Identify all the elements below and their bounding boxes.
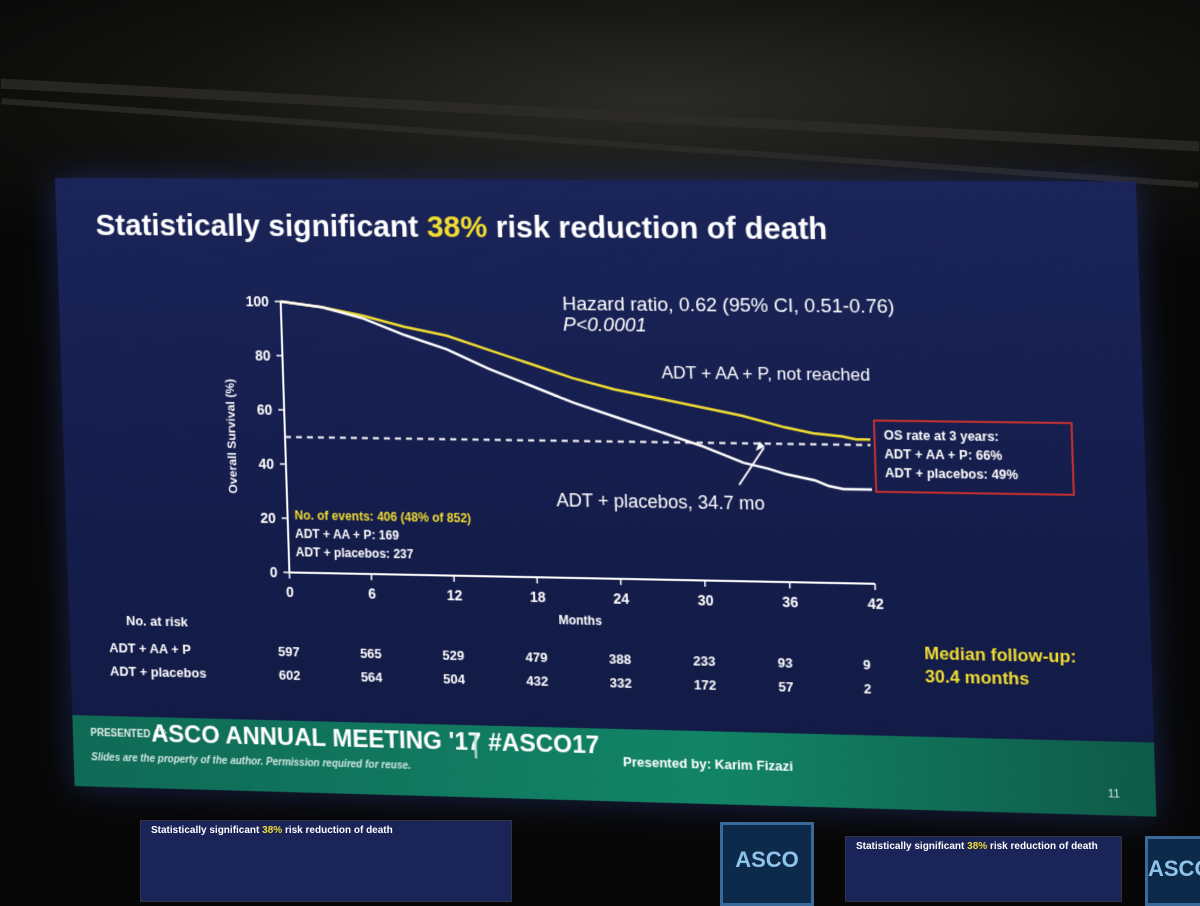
x-tick-label: 24 xyxy=(613,590,630,607)
y-tick-label: 60 xyxy=(257,401,273,418)
risk-cell: 388 xyxy=(609,651,632,667)
x-tick-label: 18 xyxy=(530,588,547,605)
risk-cell: 233 xyxy=(693,653,716,669)
y-tick-label: 40 xyxy=(258,455,274,472)
risk-cell: 564 xyxy=(360,669,382,685)
copyright-note: Slides are the property of the author. P… xyxy=(91,752,411,772)
risk-cell: 57 xyxy=(778,679,793,695)
os-rate-heading: OS rate at 3 years: xyxy=(883,426,1062,447)
y-axis-label: Overall Survival (%) xyxy=(223,379,241,494)
asco-logo-screen: ASCO xyxy=(720,822,814,906)
risk-cell: 504 xyxy=(443,671,465,687)
x-tick-label: 0 xyxy=(286,584,295,601)
risk-cell: 93 xyxy=(778,655,793,671)
x-tick-label: 42 xyxy=(867,595,884,612)
x-tick-label: 36 xyxy=(782,593,799,610)
y-tick-label: 100 xyxy=(245,293,269,310)
x-axis-label: Months xyxy=(558,613,602,628)
presentation-slide: Statistically significant 38% risk reduc… xyxy=(55,178,1156,817)
risk-cell: 332 xyxy=(609,675,632,691)
meeting-name: ASCO ANNUAL MEETING '17 xyxy=(151,720,482,757)
asco-logo-screen-right: ASCO xyxy=(1145,836,1200,906)
x-tick-label: 30 xyxy=(697,592,714,609)
footer-divider: | xyxy=(472,728,480,760)
slide-number: 11 xyxy=(1108,788,1121,801)
x-tick-label: 6 xyxy=(368,585,377,602)
median-reference-line xyxy=(285,437,871,445)
placebo-curve-label: ADT + placebos, 34.7 mo xyxy=(556,490,765,515)
median-followup-value: 30.4 months xyxy=(925,665,1030,691)
x-tick-label: 12 xyxy=(446,587,462,604)
os-rate-box: OS rate at 3 years: ADT + AA + P: 66% AD… xyxy=(873,419,1075,495)
events-total: No. of events: 406 (48% of 852) xyxy=(294,508,471,525)
os-rate-treatment: ADT + AA + P: 66% xyxy=(884,445,1063,466)
risk-cell: 172 xyxy=(694,677,717,693)
x-axis-line xyxy=(289,572,875,583)
risk-cell: 479 xyxy=(525,649,548,665)
risk-cell: 565 xyxy=(360,646,382,662)
y-tick-label: 0 xyxy=(269,564,278,581)
risk-row-label-placebo: ADT + placebos xyxy=(110,663,207,681)
p-value: P<0.0001 xyxy=(563,314,647,338)
y-tick-label: 80 xyxy=(255,347,271,364)
risk-cell: 9 xyxy=(863,657,871,673)
repeater-screen-left: Statistically significant 38% risk reduc… xyxy=(140,820,512,902)
risk-row-label-treatment: ADT + AA + P xyxy=(109,640,191,657)
risk-cell: 602 xyxy=(279,667,301,683)
risk-cell: 597 xyxy=(278,644,300,660)
events-treatment: ADT + AA + P: 169 xyxy=(295,527,399,543)
risk-table-heading: No. at risk xyxy=(126,613,188,630)
repeater-screen-right: Statistically significant 38% risk reduc… xyxy=(845,836,1122,902)
risk-cell: 529 xyxy=(442,647,464,663)
risk-cell: 432 xyxy=(526,673,549,689)
median-followup-label: Median follow-up: xyxy=(924,642,1077,669)
os-rate-placebo: ADT + placebos: 49% xyxy=(885,464,1064,486)
meeting-hashtag: #ASCO17 xyxy=(488,729,600,761)
risk-cell: 2 xyxy=(864,681,872,697)
treatment-curve-label: ADT + AA + P, not reached xyxy=(661,363,870,386)
events-placebo: ADT + placebos: 237 xyxy=(295,545,413,562)
background-screens: Statistically significant 38% risk reduc… xyxy=(0,800,1200,900)
presenter-name: Presented by: Karim Fizazi xyxy=(623,754,794,774)
y-tick-label: 20 xyxy=(260,510,276,527)
